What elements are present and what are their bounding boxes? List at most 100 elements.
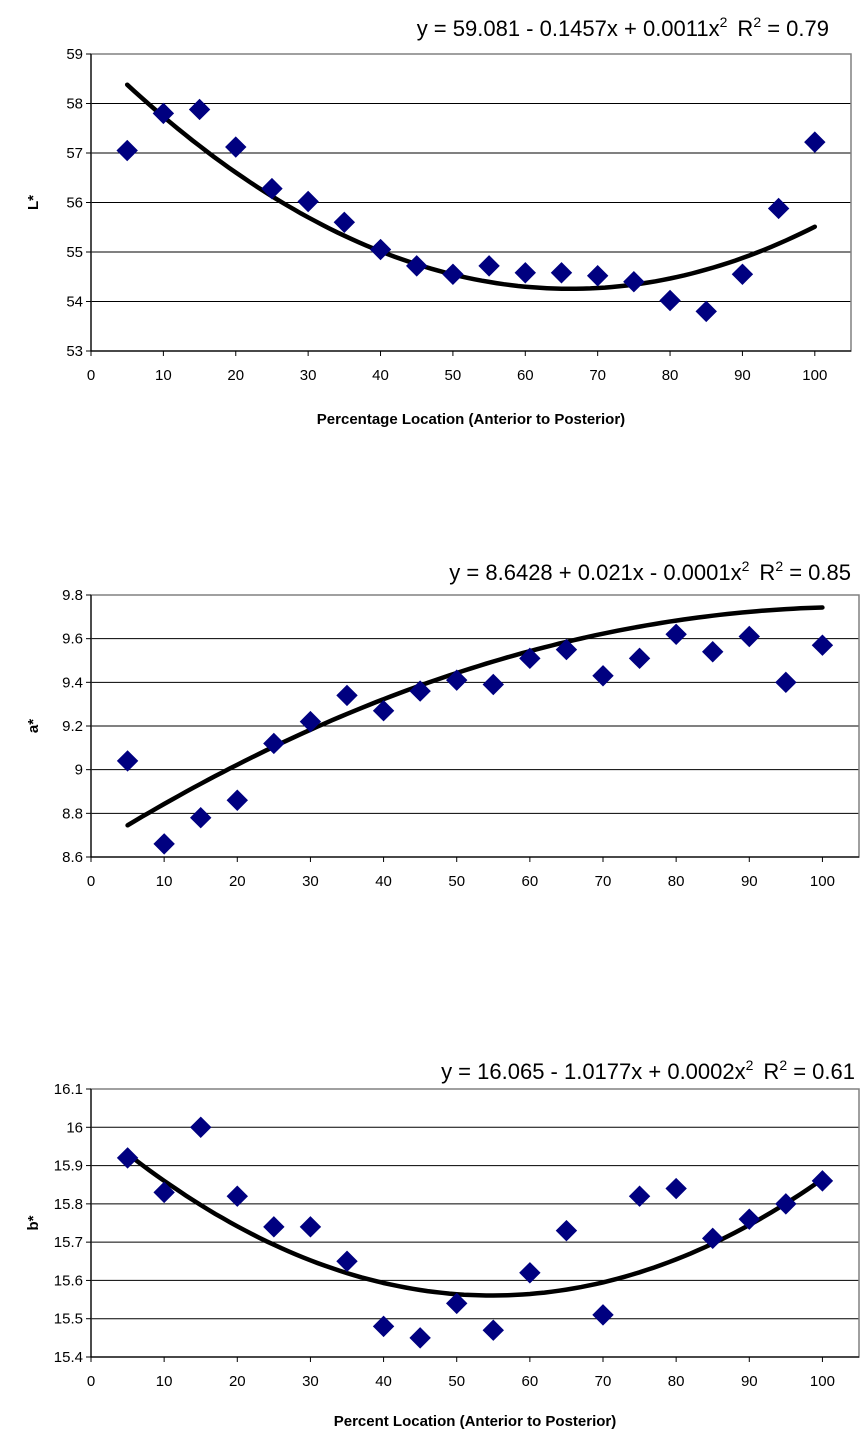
data-point	[153, 833, 175, 855]
x-tick-label: 10	[155, 367, 172, 384]
data-point	[406, 255, 428, 277]
data-point	[297, 190, 319, 213]
data-point	[116, 750, 139, 772]
x-tick-label: 0	[87, 1373, 95, 1390]
equation-exponent: 2	[720, 14, 728, 30]
data-point	[555, 1219, 578, 1242]
chart-l-star-svg: 53 54 55 56 57 58 59 0 10 20 30 40 50 60 70 80 90 100 y = …	[25, 14, 852, 428]
x-tick-label: 90	[741, 1373, 758, 1390]
r-squared-exponent: 2	[753, 14, 761, 30]
y-tick-label: 55	[66, 244, 83, 261]
x-tick-label: 50	[448, 873, 465, 890]
x-tick-label: 50	[445, 367, 462, 384]
y-tick-label: 54	[66, 294, 83, 311]
data-point	[225, 136, 247, 158]
x-tick-label: 20	[229, 873, 246, 890]
data-point	[409, 1327, 431, 1349]
data-point	[811, 634, 834, 656]
data-point	[695, 300, 717, 323]
trendline-equation: y = 59.081 - 0.1457x + 0.0011x2 R2 = 0.79	[417, 14, 829, 41]
r-squared-value: = 0.85	[783, 560, 851, 585]
x-tick-label: 60	[522, 1373, 539, 1390]
x-tick-label: 0	[87, 873, 95, 890]
data-point	[299, 710, 322, 733]
chart-a-star-svg: 8.6 8.8 9 9.2 9.4 9.6 9.8 0 10 20 30 40 50 60 70 80 90 10…	[25, 558, 860, 890]
chart-b-star-svg: 15.4 15.5 15.6 15.7 15.8 15.9 16 16.1 0 10 20 30 40 5…	[25, 1057, 860, 1430]
data-point	[519, 1262, 541, 1284]
equation-exponent: 2	[742, 558, 750, 574]
y-tick-label: 15.5	[54, 1311, 83, 1328]
x-tick-label: 40	[375, 1373, 392, 1390]
y-tick-label: 15.9	[54, 1158, 83, 1175]
x-tick-label: 40	[372, 367, 389, 384]
data-point	[592, 1304, 614, 1326]
data-point	[550, 262, 573, 284]
x-tick-label: 30	[302, 1373, 319, 1390]
x-axis-title: Percentage Location (Anterior to Posteri…	[317, 411, 625, 428]
trend-line	[125, 605, 825, 828]
x-tick-label: 10	[156, 873, 173, 890]
y-tick-label: 57	[66, 145, 83, 162]
x-tick-label: 20	[227, 367, 244, 384]
x-tick-label: 30	[302, 873, 319, 890]
r-squared-exponent: 2	[779, 1057, 787, 1073]
y-tick-label: 9.2	[62, 718, 83, 735]
r-squared-exponent: 2	[775, 558, 783, 574]
x-tick-label: 90	[734, 367, 751, 384]
y-axis-title: a*	[25, 719, 42, 733]
x-tick-label: 70	[595, 1373, 612, 1390]
y-tick-label: 9.8	[62, 587, 83, 604]
data-point	[442, 263, 464, 285]
x-tick-label: 10	[156, 1373, 173, 1390]
data-point	[731, 263, 754, 285]
data-point	[514, 262, 536, 284]
y-axis-title: b*	[25, 1215, 42, 1230]
data-point	[702, 1227, 724, 1250]
y-tick-label: 9.4	[62, 674, 83, 691]
trend-line	[124, 82, 818, 292]
y-tick-label: 16	[66, 1119, 83, 1136]
y-tick-label: 15.6	[54, 1272, 83, 1289]
data-point	[665, 623, 687, 646]
data-point	[409, 680, 431, 702]
x-tick-label: 30	[300, 367, 317, 384]
x-tick-label: 70	[595, 873, 612, 890]
data-point	[226, 1185, 248, 1207]
data-point	[261, 177, 283, 200]
data-point	[116, 139, 138, 162]
y-tick-label: 15.8	[54, 1196, 83, 1213]
data-point	[369, 238, 392, 261]
y-tick-label: 16.1	[54, 1081, 83, 1098]
data-point	[738, 1208, 760, 1230]
data-point	[482, 673, 504, 696]
x-tick-label: 80	[668, 873, 685, 890]
trendline-equation: y = 16.065 - 1.0177x + 0.0002x2 R2 = 0.61	[441, 1057, 855, 1084]
x-tick-label: 80	[668, 1373, 685, 1390]
data-point	[446, 1292, 468, 1315]
x-tick-label: 100	[810, 1373, 835, 1390]
data-point	[116, 1147, 139, 1169]
r-squared-value: = 0.79	[761, 16, 829, 41]
chart-a-star: 8.6 8.8 9 9.2 9.4 9.6 9.8 0 10 20 30 40 50 60 70 80 90 10…	[0, 500, 862, 900]
data-point	[446, 669, 468, 691]
chart-l-star: 53 54 55 56 57 58 59 0 10 20 30 40 50 60 70 80 90 100 y = …	[0, 0, 862, 470]
y-tick-label: 59	[66, 46, 83, 63]
x-tick-label: 50	[448, 1373, 465, 1390]
x-tick-label: 70	[589, 367, 606, 384]
x-tick-label: 40	[375, 873, 392, 890]
x-tick-label: 80	[662, 367, 679, 384]
data-point	[586, 265, 609, 287]
data-point	[482, 1319, 504, 1341]
data-point	[372, 700, 395, 722]
data-point	[190, 1116, 212, 1138]
data-point	[623, 270, 645, 293]
r-squared-value: = 0.61	[787, 1059, 855, 1084]
data-point	[767, 197, 790, 220]
data-point	[153, 1181, 175, 1204]
data-point	[372, 1315, 395, 1338]
chart-b-star: 15.4 15.5 15.6 15.7 15.8 15.9 16 16.1 0 10 20 30 40 5…	[0, 1000, 862, 1439]
data-point	[702, 641, 724, 663]
y-axis-title: L*	[25, 195, 42, 210]
data-point	[775, 671, 797, 694]
data-point	[263, 1216, 285, 1238]
